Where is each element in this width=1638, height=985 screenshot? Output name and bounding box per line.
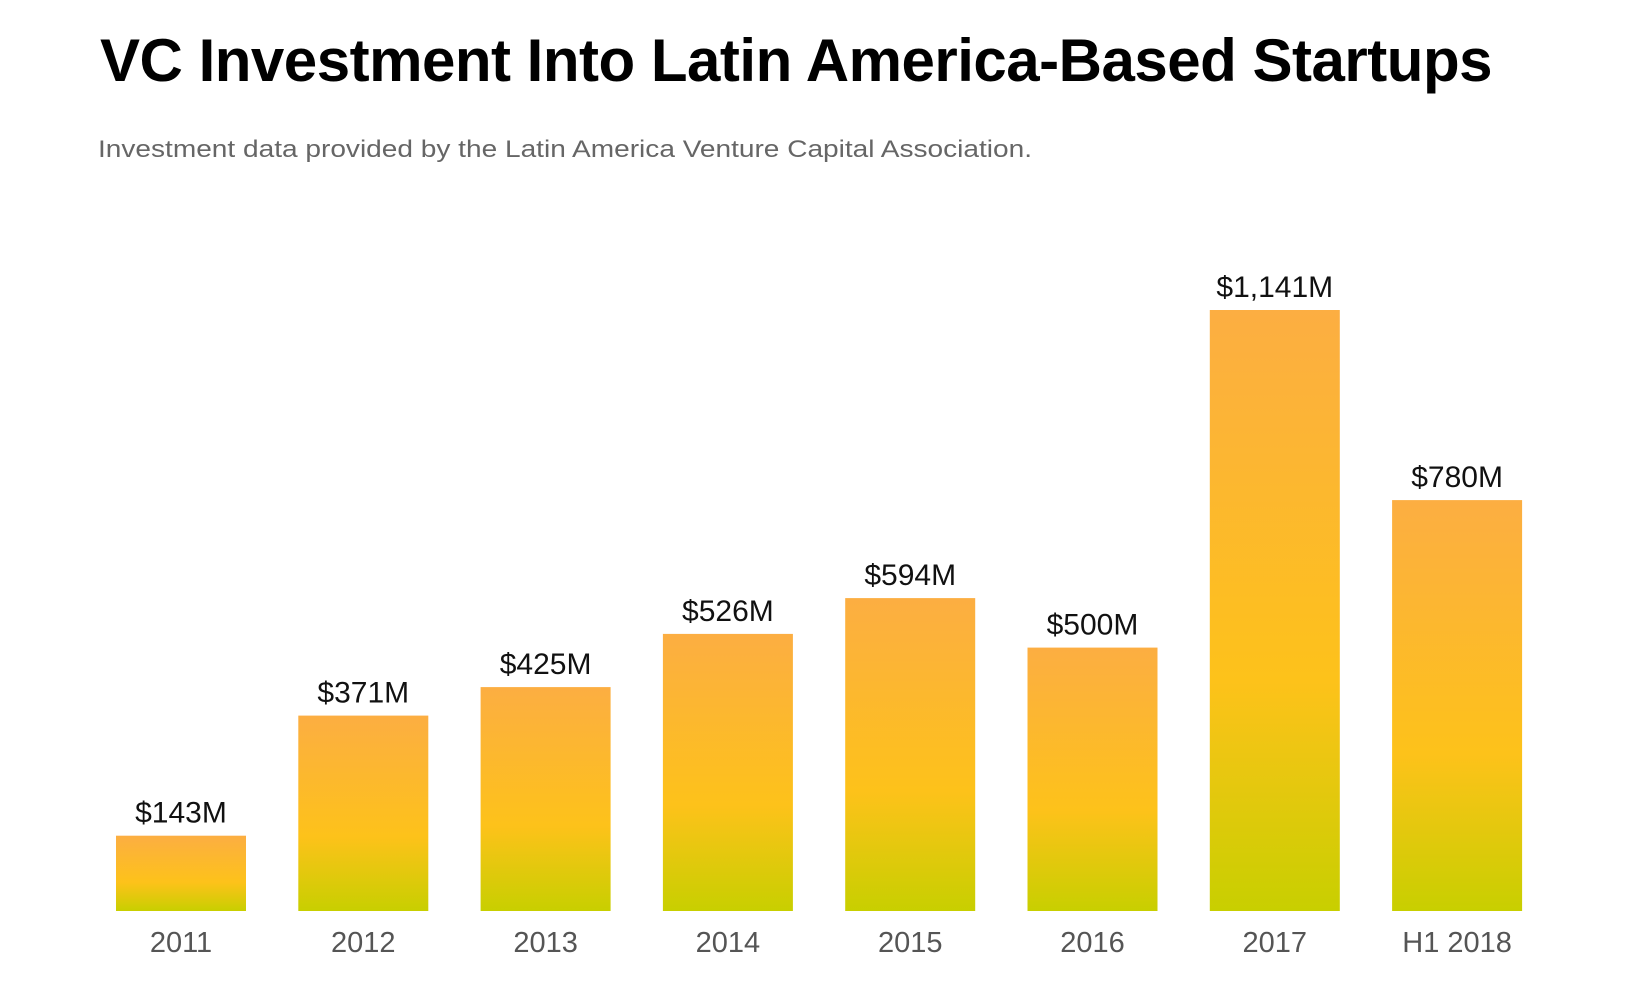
bar-2015	[845, 598, 976, 911]
category-label: 2015	[878, 927, 943, 959]
category-label: 2017	[1243, 927, 1308, 959]
category-label: H1 2018	[1402, 927, 1512, 959]
bar-2013	[480, 687, 611, 911]
category-labels-group: 2011 2012 2013 2014 2015 2016 2017 H1 2018	[150, 927, 1512, 959]
category-label: 2013	[513, 927, 578, 959]
value-label: $526M	[682, 595, 774, 628]
bar-h1-2018	[1392, 500, 1523, 911]
bar-2011	[116, 835, 246, 911]
value-label: $143M	[135, 797, 227, 830]
value-label: $780M	[1411, 461, 1503, 494]
chart-subtitle: Investment data provided by the Latin Am…	[98, 136, 1032, 163]
value-label: $500M	[1047, 609, 1139, 642]
bars-group	[116, 310, 1523, 911]
category-label: 2016	[1060, 927, 1125, 959]
bar-2017	[1209, 310, 1340, 911]
bar-2014	[662, 633, 793, 911]
value-label: $594M	[864, 559, 956, 592]
category-label: 2011	[150, 927, 212, 959]
category-label: 2014	[696, 927, 761, 959]
value-label: $371M	[317, 677, 409, 710]
bar-2012	[298, 715, 429, 911]
value-label: $425M	[500, 648, 592, 681]
bar-2016	[1027, 647, 1158, 911]
value-label: $1,141M	[1216, 271, 1333, 304]
chart-title: VC Investment Into Latin America-Based S…	[100, 27, 1493, 94]
category-label: 2012	[331, 927, 396, 959]
value-labels-group: $143M $371M $425M $526M $594M $500M $1,141M $78…	[135, 271, 1503, 830]
